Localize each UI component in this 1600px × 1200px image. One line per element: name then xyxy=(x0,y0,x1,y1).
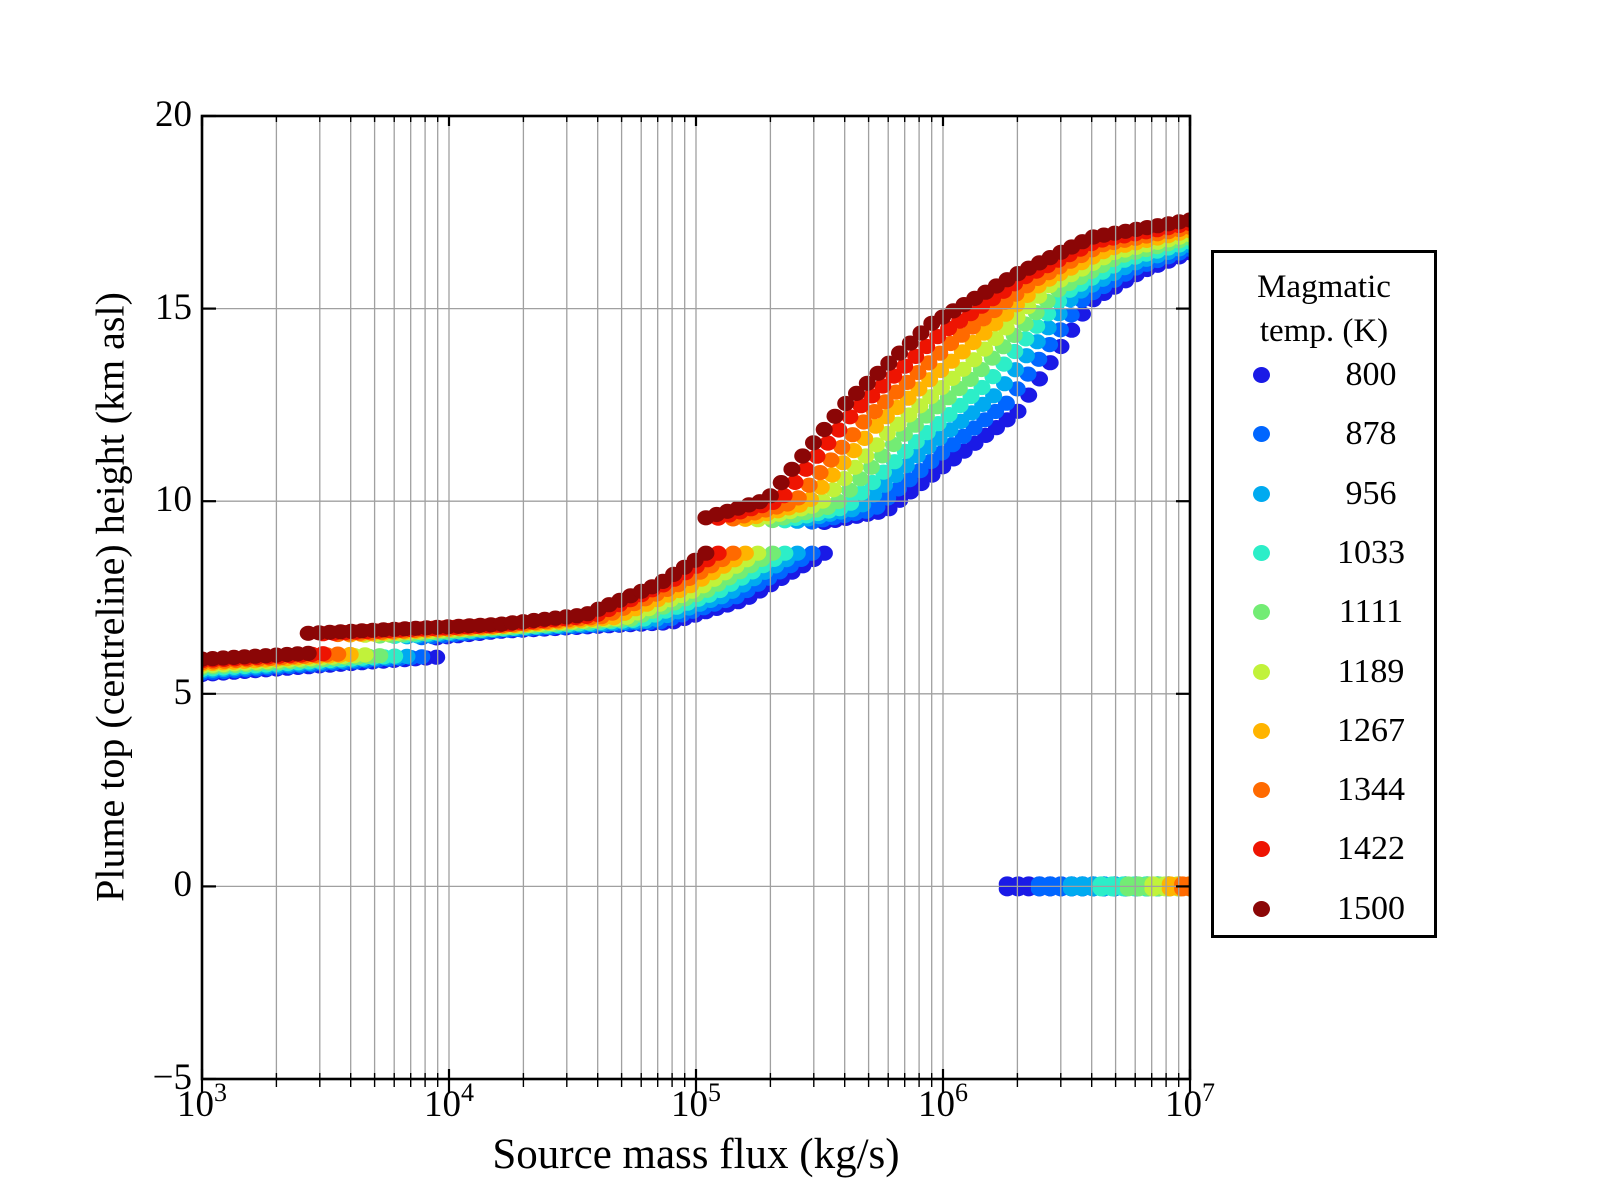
data-points xyxy=(202,212,1190,897)
legend-entry-label: 878 xyxy=(1345,415,1397,453)
legend-entry-label: 1267 xyxy=(1337,711,1405,749)
legend-marker-icon xyxy=(1253,663,1270,680)
x-tick-label: 105 xyxy=(671,1078,721,1125)
x-tick-label: 107 xyxy=(1165,1078,1215,1125)
y-tick-label: 20 xyxy=(155,94,192,136)
legend-marker-icon xyxy=(1253,900,1270,917)
legend-title-line-2: temp. (K) xyxy=(1259,313,1389,349)
legend-entry-label: 1189 xyxy=(1337,652,1405,690)
legend-marker-icon xyxy=(1253,367,1270,383)
legend-marker-icon xyxy=(1253,782,1270,799)
legend-marker-icon xyxy=(1253,604,1270,621)
y-tick-label: −5 xyxy=(152,1057,192,1099)
legend-marker-icon xyxy=(1253,485,1270,502)
x-tick-label: 104 xyxy=(424,1078,474,1125)
x-tick-label: 103 xyxy=(177,1078,227,1125)
legend-box: Magmatic temp. (K) 800 878 956 1033 1111 1189… xyxy=(1211,250,1437,938)
legend-marker-icon xyxy=(1253,722,1270,739)
legend-title: Magmatic temp. (K) xyxy=(1214,265,1434,353)
legend-entry-label: 800 xyxy=(1345,356,1397,393)
grid-lines xyxy=(202,116,1190,1079)
legend-entry-label: 1422 xyxy=(1337,830,1405,868)
legend-entry-label: 956 xyxy=(1345,474,1397,512)
y-tick-label: 0 xyxy=(173,864,193,906)
x-tick-label: 106 xyxy=(918,1078,968,1125)
legend-title-line-1: Magmatic xyxy=(1257,269,1391,305)
legend-marker-icon xyxy=(1253,841,1270,858)
legend-entry-label: 1344 xyxy=(1337,771,1405,809)
legend-entry-label: 1500 xyxy=(1337,889,1405,927)
legend-marker-icon xyxy=(1253,426,1270,443)
tick-marks xyxy=(200,114,1192,1093)
legend-entry-label: 1111 xyxy=(1338,593,1404,631)
legend-entry-label: 1033 xyxy=(1337,533,1405,571)
y-axis-label: Plume top (centreline) height (km asl) xyxy=(87,292,133,902)
y-tick-label: 5 xyxy=(173,671,193,713)
x-axis-label: Source mass flux (kg/s) xyxy=(492,1131,900,1178)
y-tick-label: 15 xyxy=(155,286,192,328)
legend-marker-icon xyxy=(1253,544,1270,561)
y-tick-label: 10 xyxy=(155,479,192,521)
